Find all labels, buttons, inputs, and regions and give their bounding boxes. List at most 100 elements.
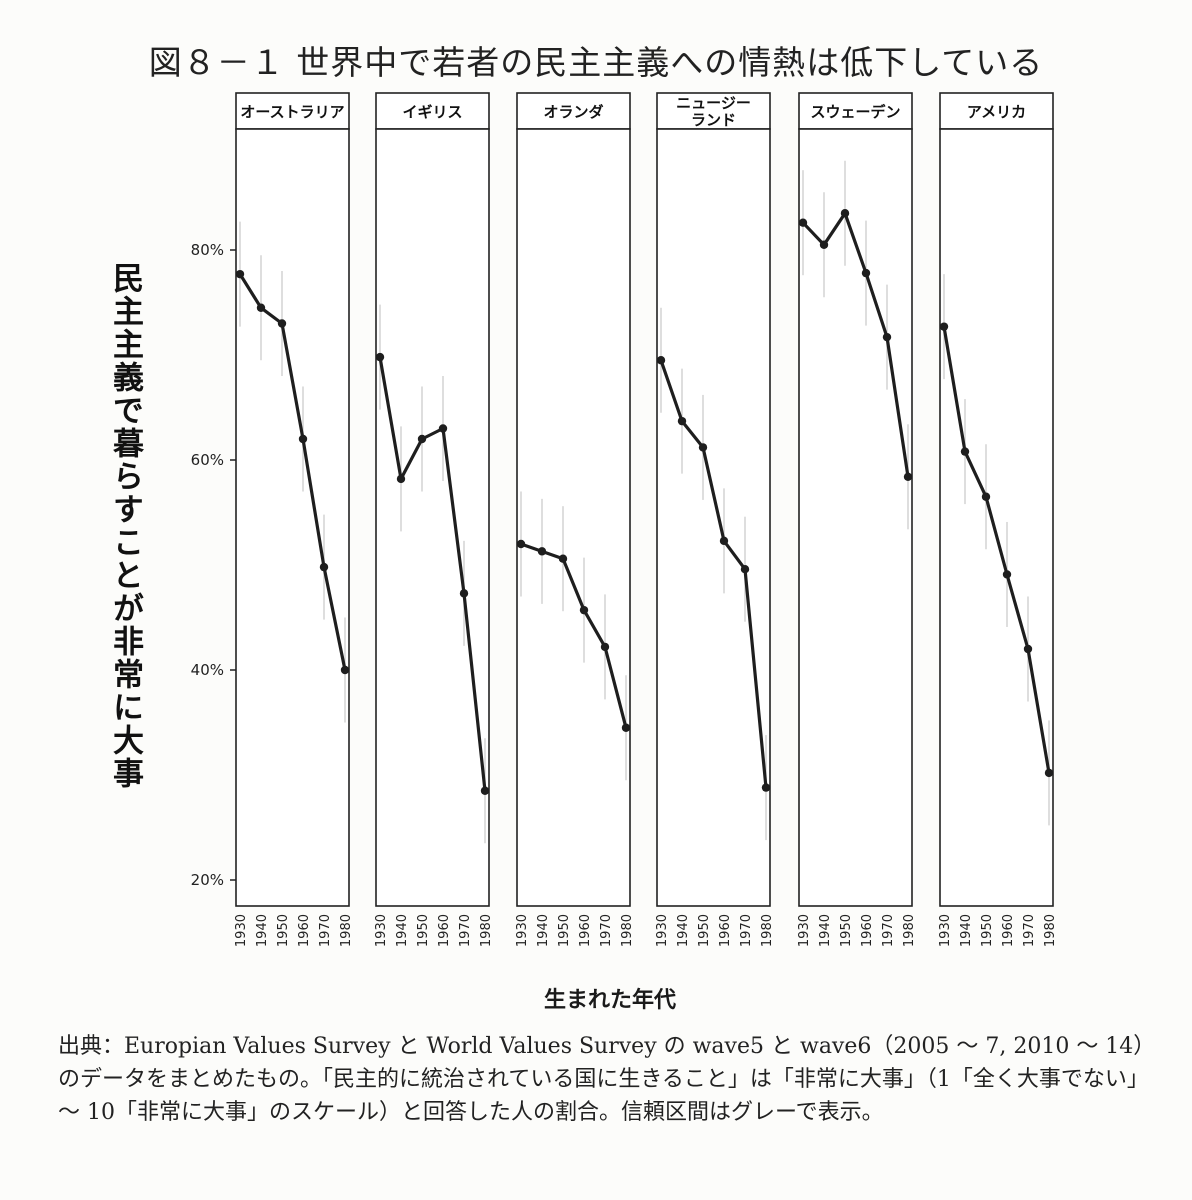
facet-panel: スウェーデン 1930 1940 1950 1960 1970 1980	[797, 92, 917, 947]
data-point	[235, 269, 245, 279]
data-point	[903, 472, 913, 481]
x-tick-label: 1970	[881, 914, 896, 947]
data-point	[340, 665, 350, 675]
data-point	[882, 332, 892, 342]
panel-frame	[656, 128, 771, 907]
source-note: 出典：Europian Values Survey と World Values…	[58, 1034, 1156, 1125]
panel-frame	[375, 128, 490, 907]
y-tick-label: 20%	[191, 871, 224, 889]
x-tick-label: 1940	[676, 914, 691, 947]
x-tick-label: 1950	[416, 914, 431, 947]
data-point	[298, 434, 308, 444]
data-point	[417, 434, 427, 444]
y-tick-label: 60%	[191, 451, 224, 469]
data-point	[579, 605, 589, 615]
x-tick-label: 1980	[479, 914, 494, 947]
data-point	[375, 352, 385, 362]
facet-label: オーストラリア	[240, 103, 344, 121]
facet-label: イギリス	[402, 103, 462, 121]
data-point	[798, 218, 808, 227]
panel-frame	[235, 128, 350, 907]
data-point	[761, 783, 771, 792]
facet-strip	[375, 92, 490, 130]
x-tick-label: 1960	[297, 914, 312, 947]
facet-panel: アメリカ 1930 1940 1950 1960 1970 1980	[938, 92, 1058, 947]
x-tick-label: 1930	[938, 914, 953, 947]
y-axis-title: 民主主義で暮らすことが非常に大事	[107, 262, 143, 790]
x-tick-label: 1930	[655, 914, 670, 947]
data-point	[740, 565, 750, 574]
facet-label: ニュージー	[676, 94, 751, 112]
x-tick-label: 1960	[860, 914, 875, 947]
data-point	[719, 536, 729, 546]
x-tick-label: 1980	[620, 914, 635, 947]
x-tick-label: 1980	[902, 914, 917, 947]
data-point	[537, 547, 547, 556]
data-point	[1023, 644, 1033, 654]
y-tick-label: 80%	[191, 241, 224, 259]
data-point	[277, 319, 287, 328]
series-line	[378, 356, 487, 791]
data-point	[819, 240, 829, 249]
x-tick-label: 1970	[1022, 914, 1037, 947]
x-tick-label: 1930	[797, 914, 812, 947]
data-point	[480, 786, 490, 795]
x-tick-label: 1940	[395, 914, 410, 947]
data-point	[698, 443, 708, 452]
facet-panel: オランダ 1930 1940 1950 1960 1970 1980	[515, 92, 635, 947]
series-line	[659, 359, 768, 788]
x-tick-label: 1970	[458, 914, 473, 947]
facet-panel: オーストラリア 1930 1940 1950 1960 1970 1980	[234, 92, 354, 947]
data-point	[939, 322, 949, 331]
x-tick-label: 1960	[1001, 914, 1016, 947]
facet-strip	[516, 92, 631, 130]
panel-frame	[516, 128, 631, 907]
series-line	[238, 273, 347, 671]
data-point	[656, 356, 666, 365]
data-point	[960, 447, 970, 456]
x-tick-label: 1960	[437, 914, 452, 947]
y-tick-label: 40%	[191, 661, 224, 679]
data-point	[861, 268, 871, 278]
facet-label: スウェーデン	[810, 103, 900, 121]
x-tick-label: 1940	[959, 914, 974, 947]
data-point	[1002, 570, 1012, 579]
x-tick-label: 1930	[374, 914, 389, 947]
panel-frame	[798, 128, 913, 907]
data-point	[396, 474, 406, 484]
x-tick-label: 1970	[599, 914, 614, 947]
facet-strip	[939, 92, 1054, 130]
x-tick-label: 1980	[339, 914, 354, 947]
series-line	[942, 326, 1051, 774]
x-tick-label: 1970	[318, 914, 333, 947]
facet-label: オランダ	[543, 103, 603, 121]
x-tick-label: 1930	[234, 914, 249, 947]
data-point	[677, 416, 687, 426]
data-point	[981, 492, 991, 501]
x-tick-label: 1950	[276, 914, 291, 947]
series-line	[801, 211, 910, 478]
panel-frame	[939, 128, 1054, 907]
data-point	[256, 303, 266, 312]
x-tick-label: 1980	[760, 914, 775, 947]
data-point	[319, 562, 329, 572]
x-tick-label: 1930	[515, 914, 530, 947]
facet-label: ランド	[691, 111, 736, 129]
x-tick-label: 1950	[697, 914, 712, 947]
data-point	[621, 723, 631, 732]
data-point	[600, 642, 610, 652]
data-point	[1044, 768, 1054, 778]
x-tick-label: 1960	[578, 914, 593, 947]
x-tick-label: 1940	[255, 914, 270, 947]
x-tick-label: 1950	[839, 914, 854, 947]
x-tick-label: 1940	[818, 914, 833, 947]
x-tick-label: 1950	[557, 914, 572, 947]
x-tick-label: 1950	[980, 914, 995, 947]
facet-strip	[798, 92, 913, 130]
data-point	[516, 539, 526, 549]
data-point	[438, 424, 448, 433]
x-tick-label: 1940	[536, 914, 551, 947]
x-tick-label: 1960	[718, 914, 733, 947]
